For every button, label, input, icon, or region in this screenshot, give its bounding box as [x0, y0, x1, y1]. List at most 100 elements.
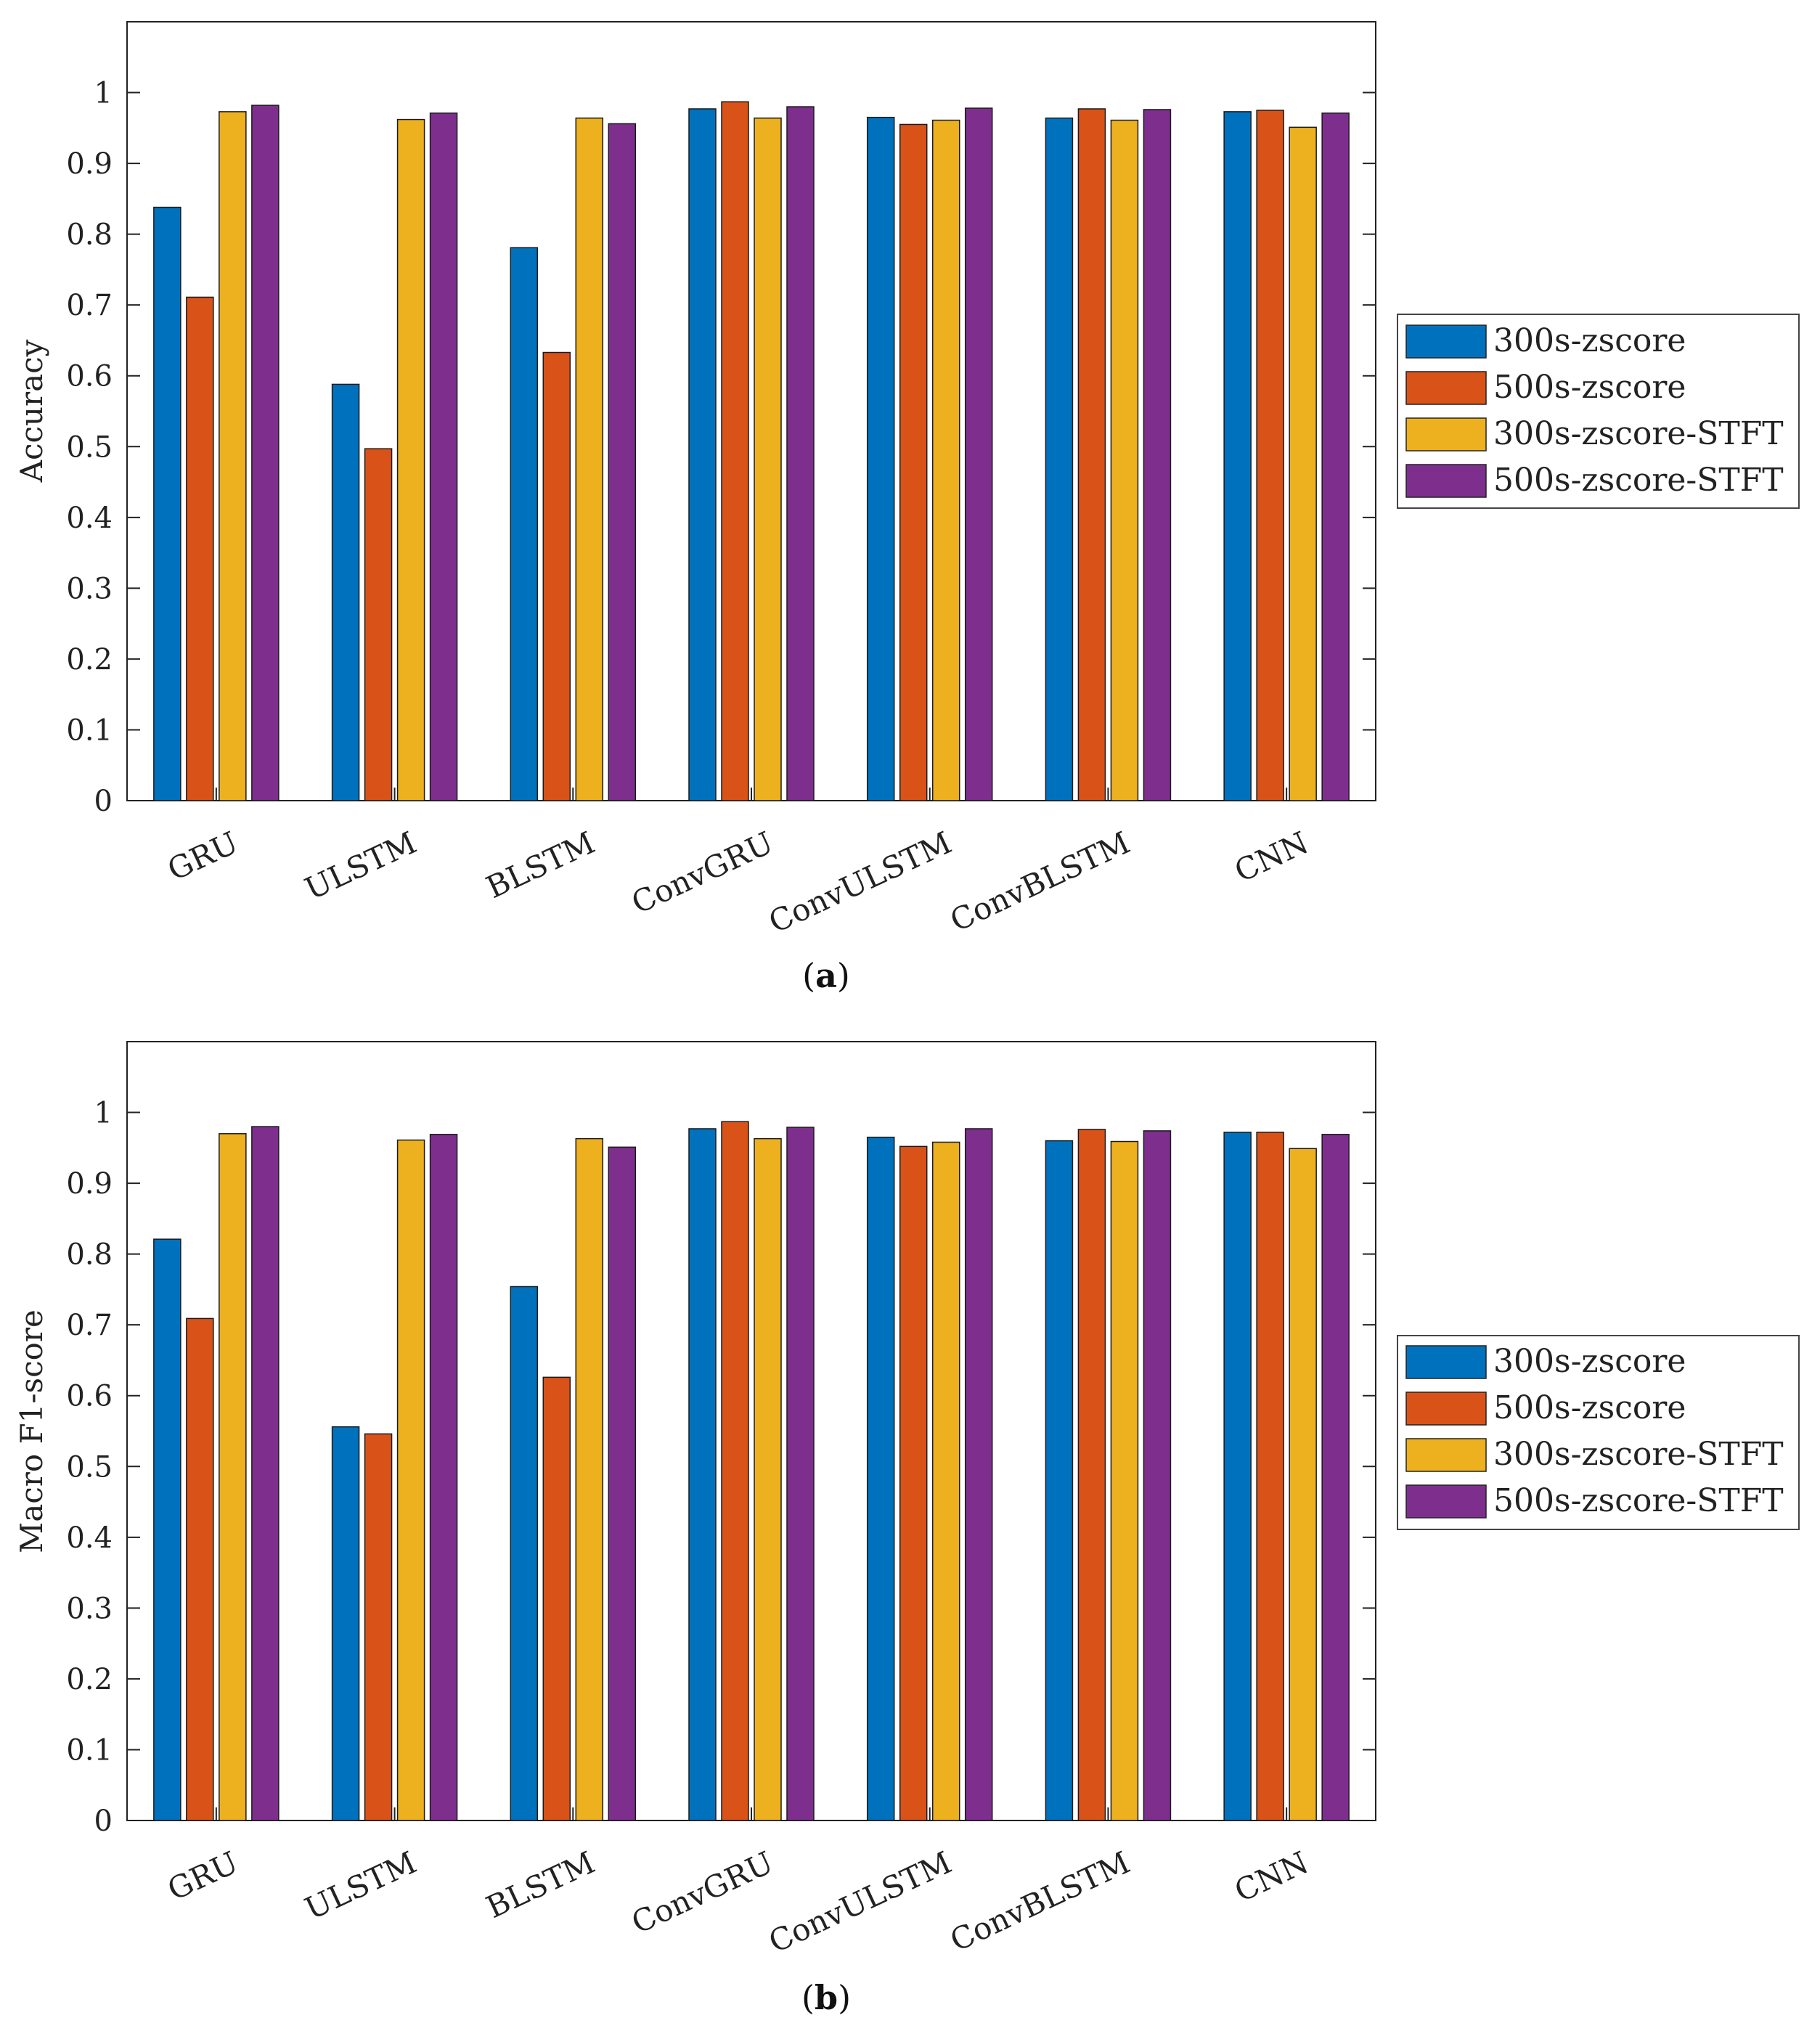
legend-label-500s-zscore-stft: 500s-zscore-STFT — [1493, 1482, 1784, 1519]
legend-swatch-500s-zscore — [1405, 1392, 1487, 1426]
bar-blstm-300s-zscore — [510, 1286, 539, 1821]
legend: 300s-zscore 500s-zscore 300s-zscore-STFT… — [1397, 1335, 1800, 1530]
bar-convulstm-300s-zscore-stft — [931, 119, 960, 801]
x-tick-label-gru: GRU — [162, 1844, 243, 1908]
bar-cnn-500s-zscore — [1256, 110, 1284, 801]
y-axis-label: Macro F1-score — [14, 1309, 49, 1553]
y-tick-label: 0.2 — [66, 643, 113, 677]
bar-convblstm-300s-zscore — [1045, 1140, 1074, 1821]
legend-label-500s-zscore: 500s-zscore — [1493, 369, 1686, 406]
bar-convgru-500s-zscore — [721, 1121, 749, 1821]
legend-swatch-500s-zscore-stft — [1405, 1484, 1487, 1519]
x-tick-label-convulstm: ConvULSTM — [764, 825, 958, 940]
x-tick-label-blstm: BLSTM — [481, 825, 600, 905]
bar-cnn-300s-zscore-stft — [1289, 1148, 1317, 1821]
bar-convgru-300s-zscore — [688, 1128, 717, 1821]
bar-cnn-500s-zscore-stft — [1321, 113, 1350, 801]
bar-convblstm-300s-zscore-stft — [1110, 119, 1139, 801]
legend-swatch-500s-zscore-stft — [1405, 464, 1487, 498]
bar-blstm-300s-zscore — [510, 247, 539, 801]
x-tick-label-blstm: BLSTM — [481, 1844, 600, 1925]
bar-gru-500s-zscore-stft — [251, 1126, 279, 1821]
y-tick-label: 0.7 — [66, 289, 113, 322]
bar-ulstm-500s-zscore — [364, 448, 393, 801]
y-tick-label: 0 — [94, 1805, 113, 1838]
bar-blstm-500s-zscore-stft — [608, 1146, 637, 1821]
bar-convgru-300s-zscore — [688, 108, 717, 801]
legend-label-300s-zscore-stft: 300s-zscore-STFT — [1493, 1436, 1784, 1473]
y-axis-ticks: 0 0.1 0.2 0.3 0.4 0.5 0.6 0.7 0.8 0.9 1 — [66, 1097, 1376, 1838]
bar-convulstm-300s-zscore — [866, 116, 895, 801]
x-tick-label-cnn: CNN — [1229, 825, 1313, 889]
bar-blstm-300s-zscore-stft — [575, 117, 604, 801]
legend-label-300s-zscore: 300s-zscore — [1493, 1343, 1686, 1380]
y-tick-label: 0.9 — [66, 147, 113, 181]
y-tick-label: 0.6 — [66, 360, 113, 393]
legend-label-500s-zscore: 500s-zscore — [1493, 1389, 1686, 1426]
bar-blstm-500s-zscore — [542, 1376, 571, 1821]
bar-blstm-500s-zscore — [542, 351, 571, 801]
y-tick-label: 0.8 — [66, 218, 113, 252]
y-tick-label: 0.4 — [66, 1521, 113, 1555]
bar-gru-300s-zscore-stft — [219, 111, 247, 801]
bar-ulstm-500s-zscore-stft — [429, 1134, 458, 1821]
bar-convblstm-500s-zscore — [1077, 108, 1106, 801]
bar-convblstm-300s-zscore-stft — [1110, 1140, 1139, 1821]
bar-ulstm-300s-zscore — [331, 383, 360, 801]
x-tick-label-cnn: CNN — [1229, 1844, 1313, 1909]
bar-convgru-500s-zscore — [721, 101, 749, 801]
bar-gru-500s-zscore-stft — [251, 105, 279, 801]
bar-gru-300s-zscore — [153, 1238, 181, 1821]
y-tick-label: 0.1 — [66, 714, 113, 747]
bar-cnn-300s-zscore — [1223, 1132, 1252, 1821]
y-tick-label: 0.5 — [66, 430, 113, 464]
bar-convulstm-500s-zscore-stft — [964, 1128, 993, 1821]
caption-b: (b) — [801, 1978, 851, 2017]
legend-swatch-300s-zscore-stft — [1405, 417, 1487, 451]
y-tick-label: 0.4 — [66, 502, 113, 535]
plot-area — [126, 1041, 1376, 1821]
bar-ulstm-500s-zscore — [364, 1433, 393, 1821]
y-tick-label: 0.9 — [66, 1167, 113, 1201]
x-tick-label-convblstm: ConvBLSTM — [944, 1844, 1135, 1958]
x-tick-label-convblstm: ConvBLSTM — [944, 825, 1135, 939]
y-tick-label: 0.8 — [66, 1238, 113, 1272]
bar-cnn-300s-zscore-stft — [1289, 126, 1317, 801]
x-tick-label-convulstm: ConvULSTM — [764, 1844, 958, 1960]
bar-blstm-500s-zscore-stft — [608, 123, 637, 801]
caption-a: (a) — [802, 956, 850, 995]
bar-convblstm-500s-zscore — [1077, 1129, 1106, 1821]
bars — [153, 101, 1350, 801]
x-tick-label-convgru: ConvGRU — [626, 1844, 778, 1941]
bar-gru-500s-zscore — [186, 296, 214, 801]
bar-blstm-300s-zscore-stft — [575, 1137, 604, 1821]
bar-ulstm-500s-zscore-stft — [429, 113, 458, 801]
x-tick-label-convgru: ConvGRU — [626, 825, 778, 921]
bar-convulstm-500s-zscore-stft — [964, 107, 993, 801]
y-tick-label: 1 — [94, 77, 113, 110]
panel-a: 0 0.1 0.2 0.3 0.4 0.5 0.6 0.7 0.8 0.9 1 GRU ULSTM BL… — [14, 21, 1800, 995]
bar-gru-300s-zscore-stft — [219, 1133, 247, 1821]
bar-convgru-300s-zscore-stft — [754, 117, 782, 801]
y-tick-label: 0.3 — [66, 1592, 113, 1625]
legend-label-300s-zscore-stft: 300s-zscore-STFT — [1493, 415, 1784, 452]
y-tick-label: 0.3 — [66, 572, 113, 605]
bar-convblstm-300s-zscore — [1045, 117, 1074, 801]
bars — [153, 1121, 1350, 1821]
bar-gru-300s-zscore — [153, 206, 181, 801]
legend-swatch-300s-zscore-stft — [1405, 1438, 1487, 1472]
legend-label-500s-zscore-stft: 500s-zscore-STFT — [1493, 462, 1784, 499]
bar-cnn-300s-zscore — [1223, 111, 1252, 801]
bar-ulstm-300s-zscore-stft — [396, 118, 425, 801]
bar-gru-500s-zscore — [186, 1317, 214, 1821]
bar-convulstm-300s-zscore-stft — [931, 1141, 960, 1821]
bar-ulstm-300s-zscore-stft — [396, 1139, 425, 1821]
bar-convgru-500s-zscore-stft — [786, 106, 815, 801]
bar-convgru-500s-zscore-stft — [786, 1127, 815, 1821]
x-tick-label-ulstm: ULSTM — [299, 825, 422, 907]
bar-convulstm-500s-zscore — [899, 1145, 928, 1821]
y-tick-label: 0.5 — [66, 1450, 113, 1484]
